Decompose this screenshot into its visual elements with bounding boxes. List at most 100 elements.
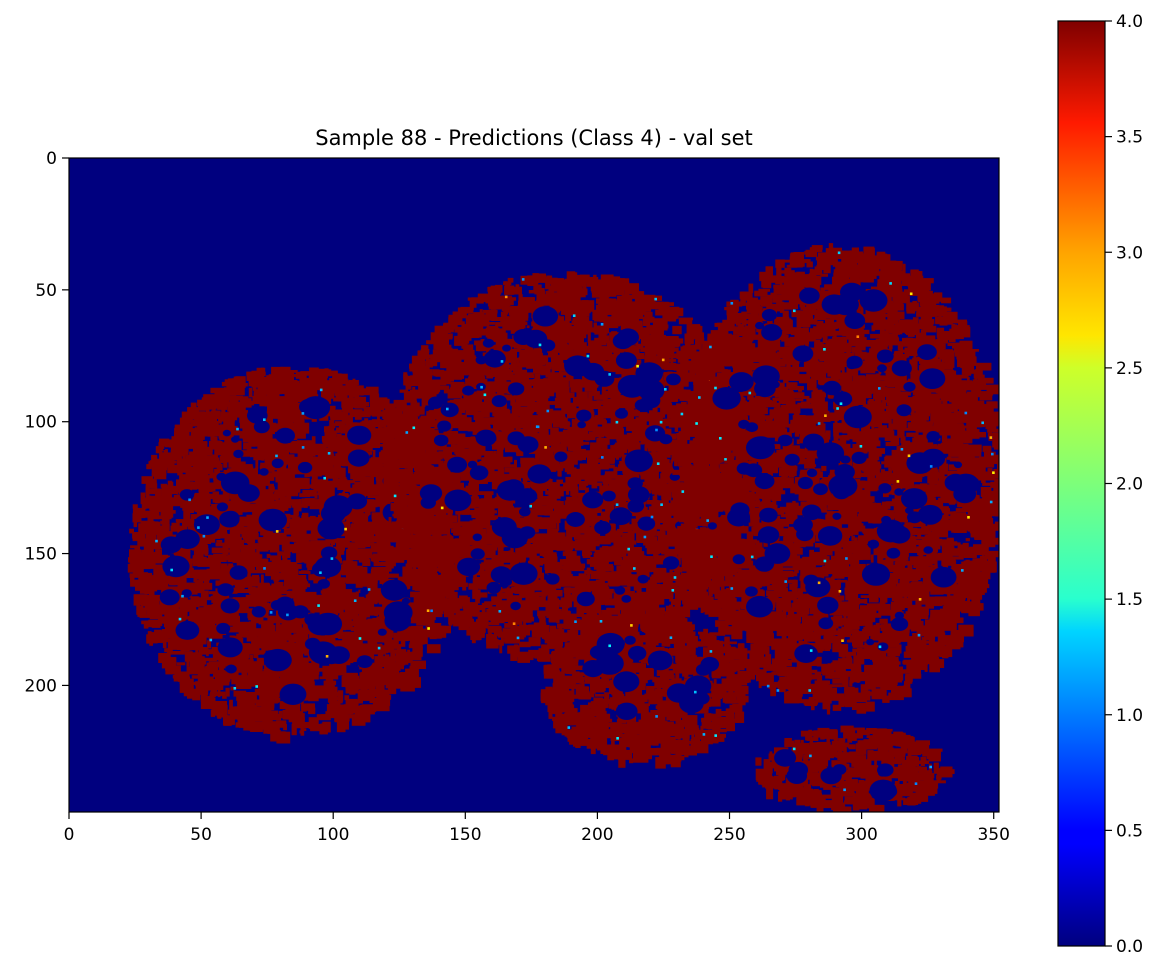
prediction-patch (325, 370, 338, 377)
prediction-patch (286, 642, 301, 655)
prediction-patch (286, 514, 298, 518)
prediction-patch (258, 494, 270, 502)
prediction-patch (270, 632, 284, 644)
prediction-patch (219, 577, 225, 588)
prediction-patch (660, 473, 672, 484)
prediction-patch (256, 706, 270, 714)
prediction-patch (259, 676, 268, 685)
prediction-patch (219, 653, 229, 664)
background-gap (356, 655, 373, 668)
prediction-patch (405, 677, 421, 688)
prediction-patch (536, 536, 544, 541)
prediction-patch (354, 470, 359, 478)
prediction-patch (335, 462, 340, 469)
prediction-patch (323, 386, 337, 394)
prediction-patch (367, 495, 379, 498)
prediction-patch (313, 482, 328, 491)
prediction-patch (654, 540, 664, 551)
prediction-patch (179, 417, 190, 428)
prediction-patch (193, 569, 205, 575)
prediction-patch (668, 338, 673, 346)
prediction-patch (363, 466, 377, 473)
prediction-patch (228, 626, 244, 633)
prediction-patch (137, 600, 142, 606)
prediction-patch (573, 331, 584, 339)
prediction-patch (367, 618, 378, 623)
prediction-patch (289, 523, 302, 534)
prediction-patch (168, 488, 179, 495)
background-gap (277, 603, 299, 621)
prediction-patch (430, 481, 444, 488)
prediction-patch (188, 616, 193, 625)
prediction-patch (266, 699, 279, 704)
prediction-patch (597, 550, 605, 556)
prediction-patch (380, 689, 390, 696)
prediction-patch (248, 616, 260, 621)
prediction-patch (193, 432, 202, 440)
prediction-patch (242, 503, 257, 513)
prediction-patch (376, 501, 382, 507)
prediction-patch (578, 563, 586, 569)
prediction-patch (168, 574, 176, 586)
prediction-patch (341, 542, 356, 548)
prediction-patch (260, 527, 274, 536)
prediction-patch (404, 530, 418, 534)
prediction-patch (294, 542, 303, 548)
prediction-patch (636, 343, 644, 349)
prediction-patch (431, 613, 443, 618)
prediction-patch (369, 402, 385, 410)
prediction-patch (389, 659, 393, 669)
prediction-patch (545, 278, 551, 290)
prediction-patch (249, 579, 255, 586)
background-gap (320, 546, 338, 560)
prediction-patch (405, 375, 413, 386)
prediction-patch (385, 682, 395, 689)
prediction-patch (167, 465, 178, 474)
prediction-patch (323, 608, 336, 617)
prediction-patch (210, 562, 214, 573)
prediction-patch (412, 651, 422, 661)
prediction-patch (589, 446, 596, 452)
prediction-patch (372, 620, 385, 626)
prediction-patch (292, 717, 305, 729)
prediction-patch (316, 714, 331, 721)
prediction-patch (270, 570, 278, 580)
prediction-patch (207, 433, 212, 437)
prediction-patch (216, 464, 223, 471)
prediction-patch (399, 483, 415, 492)
prediction-patch (311, 443, 327, 456)
prediction-patch (360, 533, 374, 543)
prediction-patch (327, 446, 343, 452)
prediction-patch (388, 445, 398, 449)
prediction-patch (236, 589, 251, 593)
prediction-patch (212, 560, 221, 571)
prediction-patch (296, 591, 300, 600)
prediction-patch (174, 601, 179, 608)
prediction-patch (365, 592, 379, 603)
prediction-patch (364, 620, 380, 629)
prediction-patch (314, 492, 318, 499)
prediction-patch (212, 454, 219, 462)
prediction-patch (574, 534, 588, 540)
prediction-patch (295, 486, 301, 493)
prediction-patch (141, 577, 153, 583)
prediction-patch (301, 684, 309, 689)
prediction-patch (198, 647, 209, 655)
prediction-patch (200, 697, 216, 709)
prediction-patch (146, 601, 156, 611)
prediction-patch (150, 509, 159, 520)
prediction-patch (438, 529, 451, 535)
prediction-patch (342, 564, 355, 573)
prediction-patch (245, 420, 258, 425)
prediction-patch (161, 657, 177, 669)
prediction-patch (203, 446, 213, 453)
prediction-patch (387, 495, 400, 505)
background-gap (259, 468, 269, 476)
prediction-patch (363, 407, 373, 412)
prediction-patch (210, 436, 218, 441)
prediction-patch (237, 720, 245, 726)
prediction-patch (194, 413, 210, 417)
prediction-patch (179, 678, 192, 684)
prediction-patch (215, 542, 227, 547)
prediction-patch (167, 606, 179, 613)
